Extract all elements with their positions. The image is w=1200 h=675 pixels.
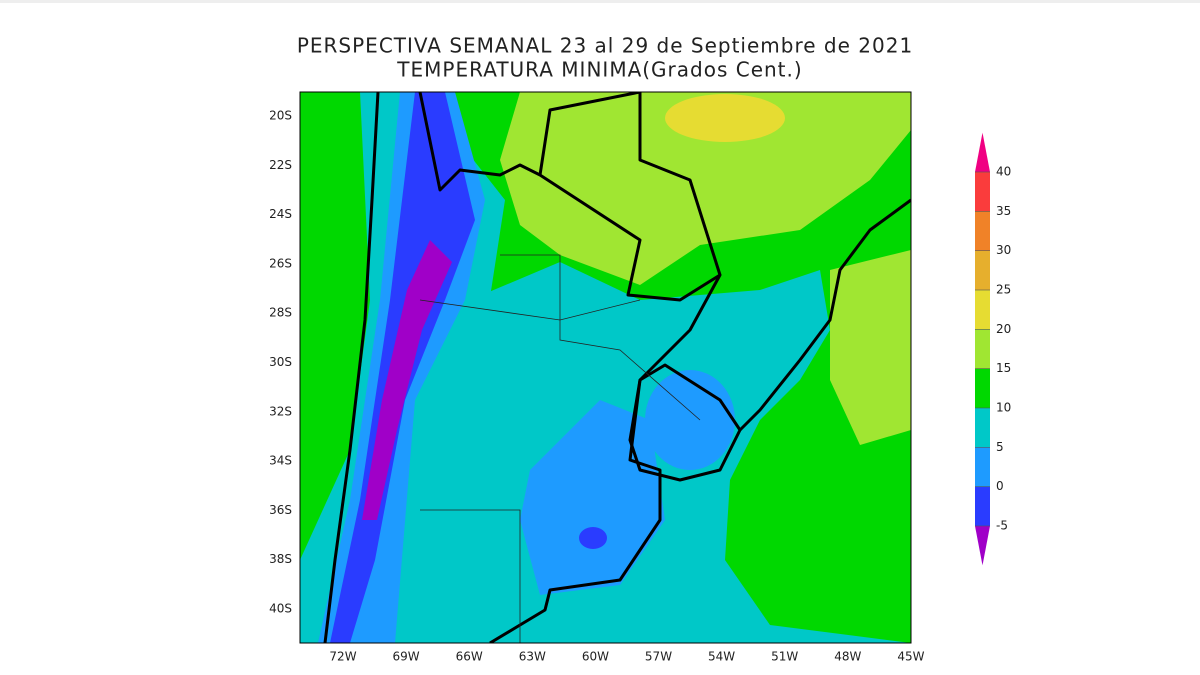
lat-label: 38S bbox=[269, 552, 292, 566]
lat-label: 36S bbox=[269, 503, 292, 517]
colorbar-segment bbox=[975, 290, 990, 330]
lat-label: 24S bbox=[269, 207, 292, 221]
lat-label: 22S bbox=[269, 158, 292, 172]
field bbox=[830, 250, 911, 445]
province-line bbox=[500, 254, 701, 421]
colorbar-label: 10 bbox=[996, 401, 1011, 415]
colorbar-segment bbox=[975, 172, 990, 212]
border bbox=[538, 92, 722, 276]
lat-label: 20S bbox=[269, 109, 292, 123]
colorbar-tip bbox=[975, 132, 990, 172]
colorbar-label: -5 bbox=[996, 519, 1008, 533]
colorbar-segment bbox=[975, 408, 990, 448]
lat-label: 32S bbox=[269, 404, 292, 418]
coastline bbox=[323, 92, 380, 643]
field bbox=[665, 94, 785, 142]
border bbox=[628, 363, 742, 482]
lon-label: 54W bbox=[708, 650, 735, 664]
lon-label: 48W bbox=[834, 650, 861, 664]
title: PERSPECTIVA SEMANAL 23 al 29 de Septiemb… bbox=[297, 34, 913, 58]
colorbar-label: 40 bbox=[996, 165, 1011, 179]
colorbar-segment bbox=[975, 329, 990, 369]
lon-label: 60W bbox=[582, 650, 609, 664]
field bbox=[645, 370, 735, 470]
field bbox=[579, 527, 607, 549]
colorbar-segment bbox=[975, 447, 990, 487]
colorbar-segment bbox=[975, 250, 990, 290]
lat-label: 30S bbox=[269, 355, 292, 369]
lon-label: 72W bbox=[329, 650, 356, 664]
field bbox=[520, 400, 665, 595]
colorbar-segment bbox=[975, 368, 990, 408]
lat-label: 34S bbox=[269, 454, 292, 468]
colorbar-label: 20 bbox=[996, 322, 1011, 336]
colorbar-label: 30 bbox=[996, 243, 1011, 257]
colorbar-tip bbox=[975, 526, 990, 566]
map bbox=[300, 92, 911, 643]
lon-label: 69W bbox=[393, 650, 420, 664]
map-frame bbox=[299, 91, 912, 644]
lon-label: 63W bbox=[519, 650, 546, 664]
field bbox=[500, 92, 911, 285]
colorbar-label: 15 bbox=[996, 361, 1011, 375]
colorbar-segment bbox=[975, 211, 990, 251]
lat-label: 26S bbox=[269, 256, 292, 270]
coastline bbox=[738, 198, 911, 432]
lat-label: 40S bbox=[269, 602, 292, 616]
colorbar-label: 0 bbox=[996, 479, 1004, 493]
field bbox=[362, 240, 452, 520]
lat-label: 28S bbox=[269, 306, 292, 320]
border bbox=[418, 92, 722, 643]
colorbar-label: 25 bbox=[996, 283, 1011, 297]
subtitle: TEMPERATURA MINIMA(Grados Cent.) bbox=[396, 58, 802, 82]
colorbar-label: 35 bbox=[996, 204, 1011, 218]
lon-label: 66W bbox=[456, 650, 483, 664]
top-bar bbox=[0, 0, 1200, 3]
colorbar-segment bbox=[975, 486, 990, 526]
lon-label: 45W bbox=[897, 650, 924, 664]
lon-label: 51W bbox=[771, 650, 798, 664]
lon-label: 57W bbox=[645, 650, 672, 664]
colorbar-label: 5 bbox=[996, 440, 1004, 454]
province-line bbox=[420, 509, 521, 643]
